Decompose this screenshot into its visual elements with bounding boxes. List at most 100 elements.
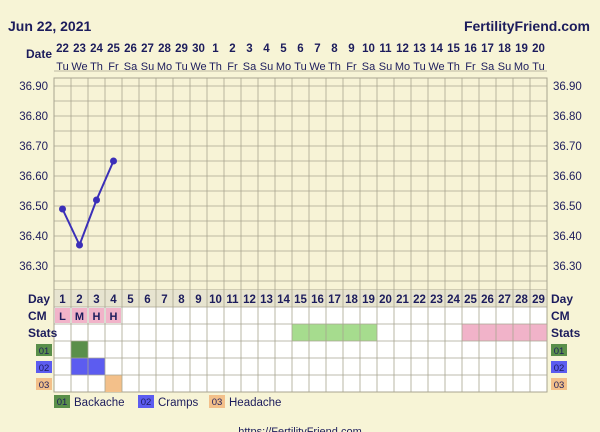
date-label: 19 [515, 43, 528, 55]
y-tick-left: 36.60 [19, 171, 48, 183]
date-label: 7 [314, 43, 320, 55]
weekday-label: Th [447, 61, 460, 73]
cycle-day-label: 23 [430, 294, 443, 306]
cycle-day-label: 15 [294, 294, 307, 306]
stat-badge [551, 344, 567, 356]
date-label: 24 [90, 43, 103, 55]
weekday-label: Fr [227, 61, 238, 73]
temp-point [76, 241, 83, 249]
date-row-label: Date [26, 47, 52, 61]
date-label: 30 [192, 43, 205, 55]
y-tick-right: 36.30 [553, 261, 582, 273]
cm-value: H [93, 311, 101, 323]
weekday-label: Su [141, 61, 154, 73]
date-label: 6 [297, 43, 303, 55]
legend-label: Headache [229, 397, 281, 409]
stat-badge-code: 03 [39, 380, 50, 391]
weekday-label: Su [498, 61, 511, 73]
legend-swatch [209, 395, 225, 408]
weekday-label: We [428, 61, 444, 73]
stat-badge-code: 03 [554, 380, 565, 391]
legend-label: Cramps [158, 397, 199, 409]
date-label: 25 [107, 43, 120, 55]
cycle-day-label: 6 [144, 294, 150, 306]
y-tick-left: 36.70 [19, 141, 48, 153]
cycle-day-label: 17 [328, 294, 341, 306]
pink-band [462, 324, 547, 341]
legend-code: 03 [212, 397, 223, 408]
weekday-label: We [71, 61, 87, 73]
weekday-label: Mo [276, 61, 291, 73]
stat-badge [551, 361, 567, 373]
cycle-day-label: 22 [413, 294, 426, 306]
temp-point [110, 157, 117, 165]
y-tick-left: 36.50 [19, 201, 48, 213]
cycle-day-label: 29 [532, 294, 545, 306]
date-label: 5 [280, 43, 287, 55]
stat-badge-code: 02 [39, 363, 50, 374]
legend-label: Backache [74, 397, 125, 409]
date-label: 15 [447, 43, 460, 55]
weekday-label: Fr [346, 61, 357, 73]
temp-point [59, 205, 66, 213]
date-label: 14 [430, 43, 443, 55]
cm-value: M [75, 311, 84, 323]
weekday-label: Su [379, 61, 392, 73]
cycle-day-label: 3 [93, 294, 99, 306]
y-tick-left: 36.40 [19, 231, 48, 243]
date-label: 18 [498, 43, 511, 55]
weekday-label: Th [209, 61, 222, 73]
date-label: 11 [379, 43, 392, 55]
day-row-bg [54, 290, 547, 307]
day-row-label-right: Day [551, 292, 573, 306]
header-date: Jun 22, 2021 [8, 18, 91, 34]
y-tick-right: 36.90 [553, 81, 582, 93]
date-label: 23 [73, 43, 86, 55]
cycle-day-label: 18 [345, 294, 358, 306]
cm-row-label-right: CM [551, 309, 570, 323]
cycle-day-label: 26 [481, 294, 494, 306]
cycle-day-label: 1 [59, 294, 66, 306]
date-label: 9 [348, 43, 354, 55]
weekday-label: Th [90, 61, 103, 73]
date-label: 26 [124, 43, 137, 55]
y-tick-left: 36.80 [19, 111, 48, 123]
cycle-day-label: 28 [515, 294, 528, 306]
cycle-day-label: 10 [209, 294, 222, 306]
stat-cell [71, 341, 88, 358]
date-label: 27 [141, 43, 154, 55]
stat-badge [36, 344, 52, 356]
legend-swatch [54, 395, 70, 408]
cycle-day-label: 24 [447, 294, 460, 306]
stat-cell [105, 375, 122, 392]
stat-badge [36, 378, 52, 390]
y-tick-right: 36.70 [553, 141, 582, 153]
cycle-day-label: 25 [464, 294, 477, 306]
date-label: 16 [464, 43, 477, 55]
cycle-day-label: 4 [110, 294, 117, 306]
temp-point [93, 196, 100, 204]
weekday-label: Mo [157, 61, 172, 73]
stat-badge-code: 01 [554, 346, 565, 357]
weekday-label: Sa [243, 61, 257, 73]
stats-row-label-left: Stats [28, 326, 58, 340]
cm-cell [89, 308, 104, 323]
date-label: 2 [229, 43, 235, 55]
cycle-day-label: 11 [226, 294, 239, 306]
cm-value: L [59, 311, 66, 323]
weekday-label: Tu [175, 61, 187, 73]
date-label: 4 [263, 43, 270, 55]
weekday-label: Mo [514, 61, 529, 73]
weekday-label: Mo [395, 61, 410, 73]
cycle-day-label: 2 [76, 294, 82, 306]
weekday-label: Tu [413, 61, 425, 73]
date-label: 8 [331, 43, 338, 55]
weekday-label: Tu [56, 61, 68, 73]
cm-row-label-left: CM [28, 309, 47, 323]
weekday-label: Th [328, 61, 341, 73]
temp-panel [53, 77, 548, 291]
stat-cell [88, 358, 105, 375]
date-label: 22 [56, 43, 69, 55]
day-row-label-left: Day [28, 292, 50, 306]
